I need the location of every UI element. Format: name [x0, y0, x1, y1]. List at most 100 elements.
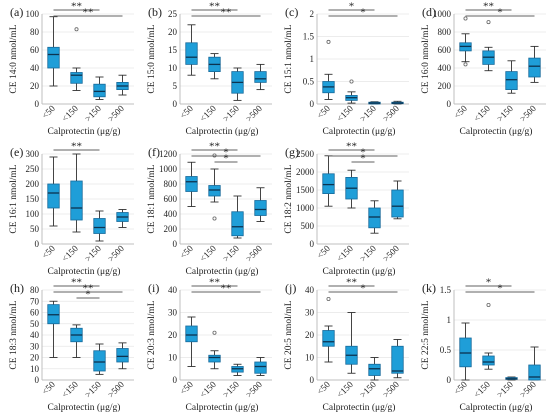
x-tick-label: >500 [244, 243, 265, 264]
y-tick-label: 1 [447, 315, 452, 325]
box [185, 42, 198, 65]
y-tick-label: 400 [438, 63, 452, 73]
panel-label: (d) [422, 5, 436, 19]
y-tick-label: 25 [168, 9, 178, 19]
y-tick-label: 40 [168, 285, 178, 295]
x-tick-label: <150 [198, 243, 219, 264]
panel-label: (k) [422, 281, 436, 295]
outlier-point [74, 27, 79, 32]
significance-label: * [486, 277, 492, 289]
x-tick-label: >150 [358, 243, 379, 264]
y-tick-label: 70 [30, 296, 40, 306]
y-tick-label: 2500 [296, 149, 315, 159]
significance-label: * [85, 289, 91, 301]
x-axis-label: Calprotectin (μg/g) [460, 402, 533, 413]
y-tick-label: 40 [305, 285, 315, 295]
x-tick-label: >150 [83, 243, 104, 264]
box [47, 183, 60, 209]
outlier-point [486, 302, 491, 307]
significance-label: ** [209, 141, 220, 153]
significance-label: * [360, 153, 366, 165]
box [93, 83, 106, 98]
x-tick-label: <150 [335, 379, 356, 400]
significance-label: ** [483, 1, 494, 13]
y-tick-label: 0 [173, 99, 178, 109]
y-tick-label: 40 [30, 330, 40, 340]
box [254, 71, 267, 83]
chart-panel: (i) 0 10 20 30 40 CE 20:3 nmol/mL ** ** <50 <150 >1… [147, 277, 272, 413]
significance-label: ** [346, 141, 357, 153]
significance-label: * [497, 283, 503, 295]
y-tick-label: 10 [168, 63, 178, 73]
y-axis-label: CE 18:1 nmol/mL [147, 164, 157, 233]
y-tick-label: 10 [30, 364, 40, 374]
box [368, 207, 381, 229]
significance-label: ** [221, 283, 232, 295]
y-axis-label: CE 15:0 nmol/mL [147, 24, 157, 93]
y-tick-label: 500 [301, 221, 315, 231]
x-axis-label: Calprotectin (μg/g) [186, 266, 259, 277]
box [47, 46, 60, 69]
panel-label: (b) [148, 5, 162, 19]
y-tick-label: 20 [30, 81, 40, 91]
x-tick-label: <50 [178, 103, 195, 120]
significance-label: * [360, 283, 366, 295]
y-axis-label: CE 16:0 nmol/mL [421, 24, 431, 93]
x-tick-label: >500 [106, 243, 127, 264]
significance-label: ** [221, 7, 232, 19]
x-axis-label: Calprotectin (μg/g) [48, 126, 121, 137]
y-tick-label: 200 [26, 179, 40, 189]
y-axis-label: CE 20:5 nmol/mL [284, 300, 294, 369]
y-tick-label: 30 [30, 341, 40, 351]
box [368, 363, 381, 376]
y-tick-label: 200 [438, 81, 452, 91]
y-tick-label: 0 [447, 99, 452, 109]
y-tick-label: 400 [164, 209, 178, 219]
outlier-point [212, 153, 217, 158]
x-tick-label: <50 [315, 243, 332, 260]
y-tick-label: 60 [30, 308, 40, 318]
significance-label: * [223, 147, 229, 159]
box [185, 325, 198, 343]
box [505, 71, 518, 90]
y-tick-label: 80 [30, 285, 40, 295]
y-tick-label: 1.5 [303, 32, 315, 42]
y-tick-label: 250 [26, 164, 40, 174]
significance-label: ** [71, 1, 82, 13]
panel-label: (j) [285, 281, 296, 295]
y-tick-label: 0 [35, 375, 40, 385]
x-tick-label: <150 [472, 379, 493, 400]
y-tick-label: 0 [35, 239, 40, 249]
y-tick-label: 80 [30, 27, 40, 37]
y-tick-label: 1000 [159, 164, 178, 174]
outlier-point [463, 62, 468, 67]
box [528, 57, 541, 78]
y-tick-label: 150 [26, 194, 40, 204]
y-tick-label: 30 [168, 308, 178, 318]
y-axis-label: CE 20:3 nmol/mL [147, 300, 157, 369]
x-tick-label: <150 [60, 103, 81, 124]
box [93, 218, 106, 234]
box [231, 211, 244, 237]
y-tick-label: 0 [310, 99, 315, 109]
y-axis-label: CE 14:0 nmol/mL [9, 24, 19, 93]
y-tick-label: 60 [30, 45, 40, 55]
x-tick-label: >150 [221, 103, 242, 124]
y-tick-label: 0 [35, 99, 40, 109]
y-tick-label: 300 [26, 149, 40, 159]
box [208, 354, 221, 363]
y-tick-label: 1000 [433, 9, 452, 19]
x-tick-label: >500 [381, 103, 402, 124]
y-axis-label: CE 18:3 nmol/mL [9, 300, 19, 369]
significance-label: * [349, 1, 355, 13]
outlier-point [212, 216, 217, 221]
y-tick-label: 200 [164, 224, 178, 234]
x-axis-label: Calprotectin (μg/g) [323, 126, 396, 137]
y-tick-label: 600 [438, 45, 452, 55]
